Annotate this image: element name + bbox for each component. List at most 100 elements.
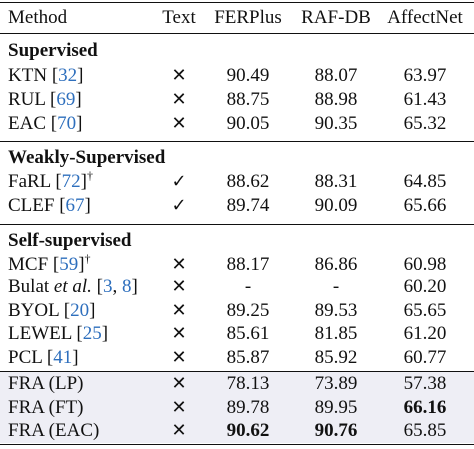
check-icon: ✓ <box>171 171 187 192</box>
section-weakly-supervised: Weakly-Supervised <box>8 147 166 168</box>
cross-icon: ✕ <box>171 420 187 441</box>
cross-icon: ✕ <box>171 254 187 275</box>
table-row: LEWEL [25] ✕ 85.61 81.85 61.20 <box>0 321 474 347</box>
section-self-supervised: Self-supervised <box>8 230 132 251</box>
ferplus-value: 85.87 <box>226 347 270 368</box>
cross-icon: ✕ <box>171 373 187 394</box>
affectnet-value: 65.65 <box>403 300 447 321</box>
header-text: Text <box>162 7 196 28</box>
citation-link[interactable]: 32 <box>58 65 78 86</box>
affectnet-value: 60.98 <box>403 254 447 275</box>
rafdb-value: 81.85 <box>314 323 358 344</box>
ferplus-value: 90.05 <box>226 113 270 134</box>
header-method: Method <box>8 7 68 28</box>
top-rule <box>0 2 474 3</box>
rafdb-value: 88.98 <box>314 89 358 110</box>
ferplus-value: 85.61 <box>226 323 270 344</box>
section-supervised: Supervised <box>8 40 98 61</box>
section-rule <box>0 141 474 142</box>
header-affectnet: AffectNet <box>387 7 463 28</box>
cross-icon: ✕ <box>171 89 187 110</box>
citation-link[interactable]: 59 <box>59 254 79 275</box>
citation-link[interactable]: 70 <box>57 113 77 134</box>
table-row: FRA (EAC) ✕ 90.62 90.76 65.85 <box>0 418 474 444</box>
affectnet-value: 57.38 <box>403 373 447 394</box>
header-row: Method Text FERPlus RAF-DB AffectNet <box>0 5 474 31</box>
affectnet-value: 60.77 <box>403 347 447 368</box>
method-cell: LEWEL [25] <box>8 323 109 344</box>
affectnet-value: 60.20 <box>403 276 447 297</box>
affectnet-value: 61.20 <box>403 323 447 344</box>
table-row: FaRL [72]† ✓ 88.62 88.31 64.85 <box>0 169 474 195</box>
method-cell: FRA (FT) <box>8 397 84 418</box>
table-row: RUL [69] ✕ 88.75 88.98 61.43 <box>0 87 474 113</box>
method-cell: BYOL [20] <box>8 300 96 321</box>
method-cell: EAC [70] <box>8 113 83 134</box>
rafdb-value: - <box>332 276 340 297</box>
method-cell: FRA (LP) <box>8 373 84 394</box>
dagger-mark: † <box>86 168 93 183</box>
table-row: Bulat et al. [3, 8] ✕ - - 60.20 <box>0 274 474 300</box>
method-cell: MCF [59]† <box>8 251 91 275</box>
table-row: FRA (FT) ✕ 89.78 89.95 66.16 <box>0 395 474 421</box>
rafdb-value: 89.53 <box>314 300 358 321</box>
cross-icon: ✕ <box>171 65 187 86</box>
cross-icon: ✕ <box>171 397 187 418</box>
citation-link[interactable]: 69 <box>56 89 76 110</box>
rafdb-value: 86.86 <box>314 254 358 275</box>
affectnet-value: 65.66 <box>403 195 447 216</box>
bottom-rule <box>0 444 474 445</box>
method-cell: Bulat et al. [3, 8] <box>8 276 138 297</box>
affectnet-value: 63.97 <box>403 65 447 86</box>
affectnet-value: 65.85 <box>403 420 447 441</box>
affectnet-value: 65.32 <box>403 113 447 134</box>
cross-icon: ✕ <box>171 323 187 344</box>
ferplus-value: 89.78 <box>226 397 270 418</box>
citation-link[interactable]: 67 <box>65 195 85 216</box>
table-row: MCF [59]† ✕ 88.17 86.86 60.98 <box>0 252 474 278</box>
rafdb-value-best: 90.76 <box>314 420 358 441</box>
rafdb-value: 73.89 <box>314 373 358 394</box>
ferplus-value: 89.74 <box>226 195 270 216</box>
table-row: BYOL [20] ✕ 89.25 89.53 65.65 <box>0 298 474 324</box>
table-row: PCL [41] ✕ 85.87 85.92 60.77 <box>0 345 474 371</box>
method-cell: PCL [41] <box>8 347 79 368</box>
cross-icon: ✕ <box>171 113 187 134</box>
citation-link[interactable]: 41 <box>53 347 73 368</box>
rafdb-value: 88.07 <box>314 65 358 86</box>
cross-icon: ✕ <box>171 300 187 321</box>
rafdb-value: 90.35 <box>314 113 358 134</box>
citation-link[interactable]: 3 <box>103 276 113 297</box>
method-cell: FaRL [72]† <box>8 168 93 192</box>
affectnet-value: 61.43 <box>403 89 447 110</box>
cross-icon: ✕ <box>171 347 187 368</box>
table-row: CLEF [67] ✓ 89.74 90.09 65.66 <box>0 193 474 219</box>
header-rafdb: RAF-DB <box>301 7 371 28</box>
method-cell: CLEF [67] <box>8 195 91 216</box>
citation-link[interactable]: 20 <box>70 300 90 321</box>
citation-link[interactable]: 25 <box>82 323 102 344</box>
citation-link[interactable]: 8 <box>122 276 132 297</box>
highlight-band <box>0 371 474 443</box>
ferplus-value: 78.13 <box>226 373 270 394</box>
citation-link[interactable]: 72 <box>61 171 81 192</box>
rafdb-value: 85.92 <box>314 347 358 368</box>
ferplus-value: 88.62 <box>226 171 270 192</box>
method-cell: FRA (EAC) <box>8 420 100 441</box>
ferplus-value-best: 90.62 <box>226 420 270 441</box>
method-cell: RUL [69] <box>8 89 82 110</box>
check-icon: ✓ <box>171 195 187 216</box>
header-rule <box>0 33 474 34</box>
ferplus-value: 90.49 <box>226 65 270 86</box>
cross-icon: ✕ <box>171 276 187 297</box>
table-row: KTN [32] ✕ 90.49 88.07 63.97 <box>0 63 474 89</box>
table-row: FRA (LP) ✕ 78.13 73.89 57.38 <box>0 371 474 397</box>
affectnet-value-best: 66.16 <box>403 397 447 418</box>
header-ferplus: FERPlus <box>214 7 282 28</box>
ferplus-value: 88.75 <box>226 89 270 110</box>
ferplus-value: 89.25 <box>226 300 270 321</box>
ferplus-value: - <box>244 276 252 297</box>
affectnet-value: 64.85 <box>403 171 447 192</box>
table-row: EAC [70] ✕ 90.05 90.35 65.32 <box>0 111 474 137</box>
